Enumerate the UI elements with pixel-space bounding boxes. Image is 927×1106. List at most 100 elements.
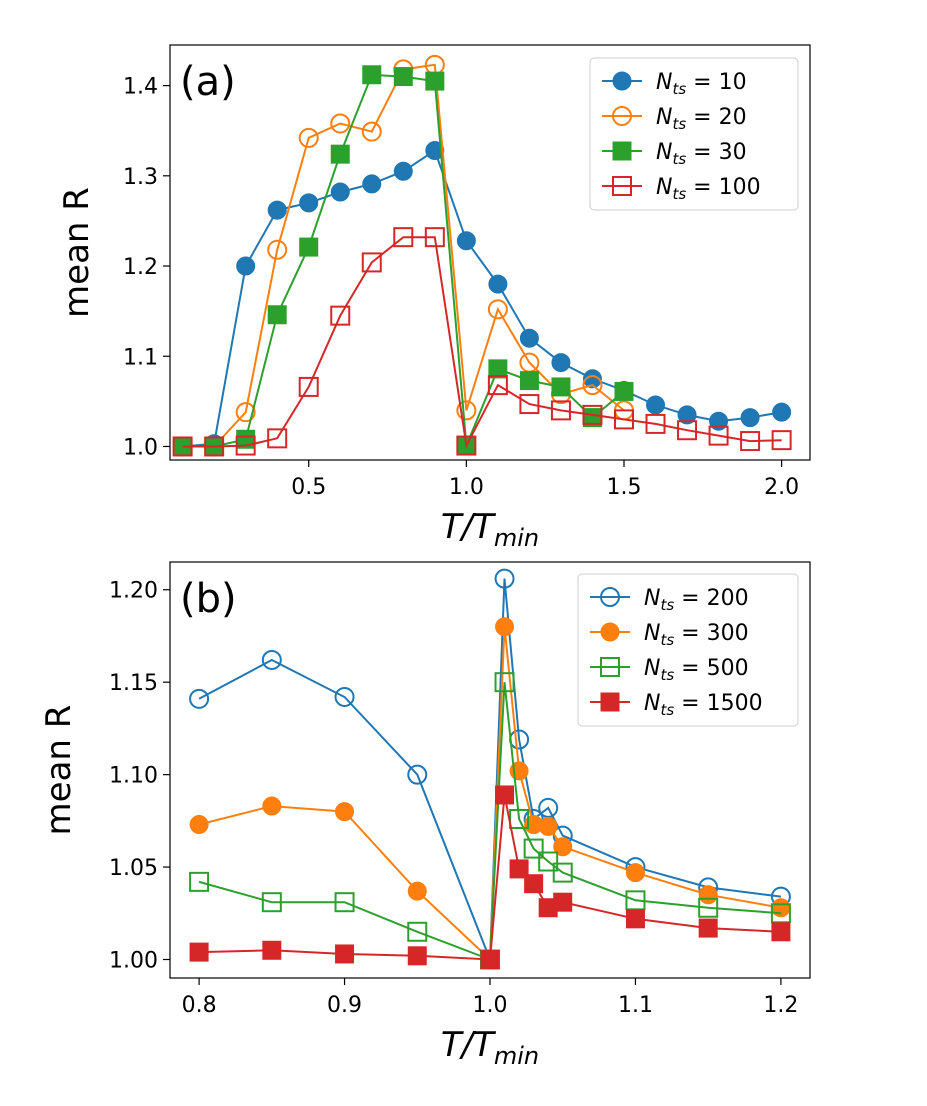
panel-b: 0.8 0.9 1.0 1.1 1.2 1.00 1.05 1.10 1.15 1.20 (b) T/… xyxy=(39,561,811,1070)
data-point xyxy=(299,193,319,213)
data-point xyxy=(698,897,719,918)
legend-marker xyxy=(600,692,620,712)
data-point xyxy=(298,376,319,397)
data-point xyxy=(553,837,573,857)
data-point xyxy=(407,921,428,942)
legend-marker xyxy=(612,71,632,91)
data-point xyxy=(235,435,256,456)
panel-label: (a) xyxy=(180,59,236,105)
x-axis-label: T/Tmin xyxy=(441,1025,539,1070)
data-point xyxy=(625,863,645,883)
x-tick-label: 1.1 xyxy=(618,993,653,1018)
data-point xyxy=(456,435,477,456)
data-point xyxy=(524,874,544,894)
data-point xyxy=(509,859,529,879)
data-point xyxy=(407,764,428,785)
data-point xyxy=(551,353,571,373)
y-tick-label: 1.1 xyxy=(123,345,158,370)
data-point xyxy=(235,402,256,423)
legend-marker xyxy=(612,176,632,196)
data-point xyxy=(550,400,571,421)
data-point xyxy=(519,328,539,348)
data-point xyxy=(582,369,602,389)
legend-entry-label: Nts = 20 xyxy=(656,105,747,133)
data-point xyxy=(625,909,645,929)
legend-marker xyxy=(600,622,620,642)
data-point xyxy=(189,871,210,892)
data-point xyxy=(771,430,792,451)
series-line-500 xyxy=(198,682,781,961)
data-point xyxy=(262,940,282,960)
data-point xyxy=(480,950,500,970)
data-point xyxy=(330,182,350,202)
data-point xyxy=(393,67,413,87)
data-point xyxy=(393,227,414,248)
data-point xyxy=(407,881,427,901)
data-point xyxy=(335,944,355,964)
data-point xyxy=(553,892,573,912)
data-point xyxy=(582,375,603,396)
data-point xyxy=(361,252,382,273)
data-point xyxy=(494,672,515,693)
legend-entry-label: Nts = 500 xyxy=(644,656,749,684)
x-tick-label: 1.0 xyxy=(449,475,484,500)
data-point xyxy=(334,686,355,707)
data-point xyxy=(261,649,282,670)
data-point xyxy=(771,898,791,918)
data-point xyxy=(172,436,193,457)
data-point xyxy=(362,65,382,85)
data-point xyxy=(262,796,282,816)
data-point xyxy=(538,851,559,872)
data-point xyxy=(677,405,697,425)
data-point xyxy=(330,113,351,134)
legend-entry-label: Nts = 30 xyxy=(656,140,747,168)
x-tick-label: 1.2 xyxy=(763,993,798,1018)
data-point xyxy=(488,274,508,294)
data-point xyxy=(740,408,760,428)
data-point xyxy=(189,815,209,835)
data-point xyxy=(582,404,603,425)
legend xyxy=(589,57,799,211)
legend-entry-label: Nts = 200 xyxy=(644,586,749,614)
data-point xyxy=(335,802,355,822)
data-point xyxy=(519,371,539,391)
data-point xyxy=(772,402,792,422)
legend-marker xyxy=(612,106,632,126)
data-point xyxy=(267,239,288,260)
data-point xyxy=(393,161,413,181)
data-point xyxy=(698,918,718,938)
data-point xyxy=(677,420,698,441)
legend-entry-label: Nts = 10 xyxy=(656,70,747,98)
x-tick-label: 2.0 xyxy=(764,475,799,500)
data-point xyxy=(298,127,319,148)
data-point xyxy=(236,256,256,276)
legend-marker xyxy=(600,657,620,677)
y-tick-label: 1.05 xyxy=(109,856,158,881)
data-point xyxy=(488,359,508,379)
data-point xyxy=(407,946,427,966)
y-tick-label: 1.00 xyxy=(109,949,158,974)
y-tick-label: 1.10 xyxy=(109,764,158,789)
data-point xyxy=(424,227,445,248)
data-point xyxy=(267,305,287,325)
y-tick-label: 1.20 xyxy=(109,579,158,604)
legend-marker xyxy=(600,587,620,607)
data-point xyxy=(646,395,666,415)
data-point xyxy=(425,141,445,161)
x-tick-label: 0.9 xyxy=(327,993,362,1018)
x-tick-label: 0.8 xyxy=(182,993,217,1018)
data-point xyxy=(261,892,282,913)
data-point xyxy=(204,436,225,457)
data-point xyxy=(299,237,319,257)
data-point xyxy=(523,838,544,859)
data-point xyxy=(519,394,540,415)
panel-a: 0.5 1.0 1.5 2.0 1.0 1.1 1.2 1.3 1.4 (a) T/Tmin mean… xyxy=(57,44,811,552)
data-point xyxy=(698,885,718,905)
x-tick-label: 1.5 xyxy=(606,475,641,500)
data-point xyxy=(334,892,355,913)
plot-area-frame xyxy=(169,44,811,461)
x-axis-label: T/Tmin xyxy=(441,507,539,552)
data-point xyxy=(551,377,571,397)
data-point xyxy=(495,785,515,805)
